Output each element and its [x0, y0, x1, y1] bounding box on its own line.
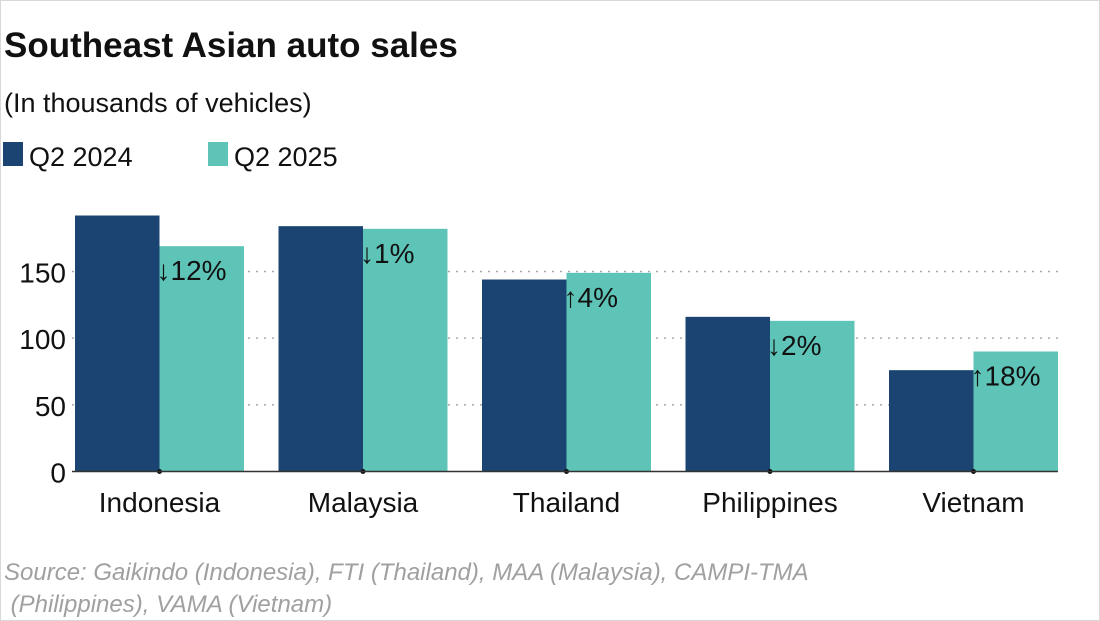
y-tick-label: 100 [19, 324, 66, 355]
chart-title: Southeast Asian auto sales [4, 26, 458, 65]
bar-indonesia-q2-2025 [159, 246, 244, 472]
bar-malaysia-q2-2024 [278, 226, 363, 472]
bar-philippines-q2-2025 [770, 320, 855, 472]
bar-thailand-q2-2024 [482, 279, 567, 472]
bar-indonesia-q2-2024 [75, 215, 160, 472]
source-line-1: Source: Gaikindo (Indonesia), FTI (Thail… [4, 559, 809, 586]
legend-label-q2-2025: Q2 2025 [234, 142, 338, 172]
change-annotation: ↓12% [157, 255, 227, 286]
x-tick-label: Thailand [513, 487, 620, 518]
legend-swatch-q2-2025 [208, 142, 228, 166]
bar-vietnam-q2-2025 [973, 351, 1058, 472]
y-tick-label: 50 [35, 391, 66, 422]
legend-swatch-q2-2024 [3, 142, 23, 166]
source-line-2: (Philippines), VAMA (Vietnam) [4, 591, 332, 618]
change-annotation: ↑18% [971, 361, 1041, 392]
x-tick-label: Malaysia [308, 487, 419, 518]
legend: Q2 2024 Q2 2025 [3, 142, 338, 172]
change-annotation: ↓2% [767, 330, 821, 361]
chart-subtitle: (In thousands of vehicles) [4, 88, 312, 118]
x-tick-label: Vietnam [922, 487, 1024, 518]
change-annotation: ↓1% [360, 238, 414, 269]
x-tick-label: Philippines [702, 487, 837, 518]
bar-thailand-q2-2025 [566, 272, 651, 472]
change-annotation: ↑4% [564, 282, 618, 313]
bar-philippines-q2-2024 [685, 316, 770, 472]
bar-vietnam-q2-2024 [889, 370, 974, 472]
legend-label-q2-2024: Q2 2024 [29, 142, 133, 172]
y-tick-label: 0 [50, 458, 66, 489]
y-tick-label: 150 [19, 258, 66, 289]
bar-malaysia-q2-2025 [363, 228, 448, 472]
x-tick-label: Indonesia [99, 487, 221, 518]
